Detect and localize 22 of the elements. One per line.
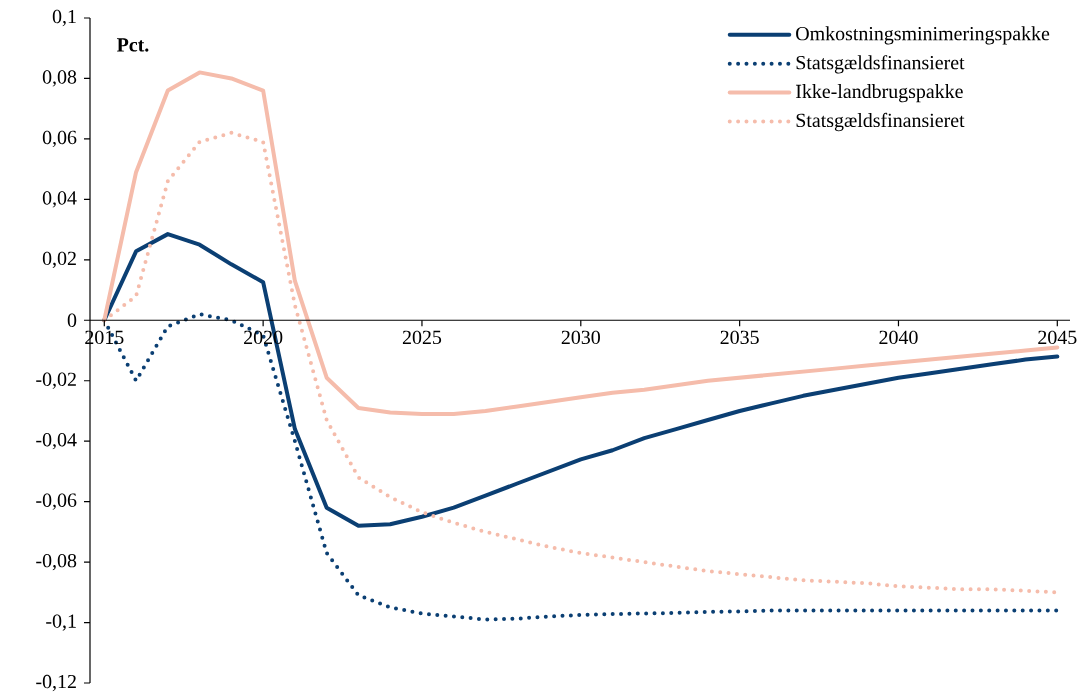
y-tick-label: -0,02 [36, 372, 76, 389]
y-tick-label: 0,06 [42, 130, 77, 148]
y-tick-label: -0,06 [36, 493, 77, 510]
y-tick-label: -0,04 [36, 433, 77, 450]
y-tick-label: 0,1 [52, 9, 76, 27]
legend-label: Ikke-landbrugspakke [795, 84, 963, 103]
legend-label: Omkostningsminimeringspakke [796, 26, 1050, 45]
x-tick-label: 2045 [1038, 330, 1077, 345]
x-tick-label: 2025 [402, 330, 442, 345]
y-tick-label: 0 [67, 313, 77, 327]
x-tick-label: 2030 [561, 330, 600, 345]
x-tick-label: 2035 [720, 330, 759, 345]
y-tick-label: -0,08 [36, 553, 77, 571]
y-tick-label: 0,08 [42, 70, 77, 87]
x-tick-label: 2040 [879, 330, 918, 345]
y-tick-label: -0,1 [46, 614, 76, 631]
y-axis-title: Pct. [116, 38, 149, 52]
y-tick-label: 0,04 [42, 191, 77, 208]
legend-label: Statsgældsfinansieret [796, 55, 965, 74]
legend-label: Statsgældsfinansieret [796, 112, 965, 132]
y-tick-label: 0,02 [42, 251, 76, 268]
y-tick-label: -0,12 [36, 674, 76, 692]
